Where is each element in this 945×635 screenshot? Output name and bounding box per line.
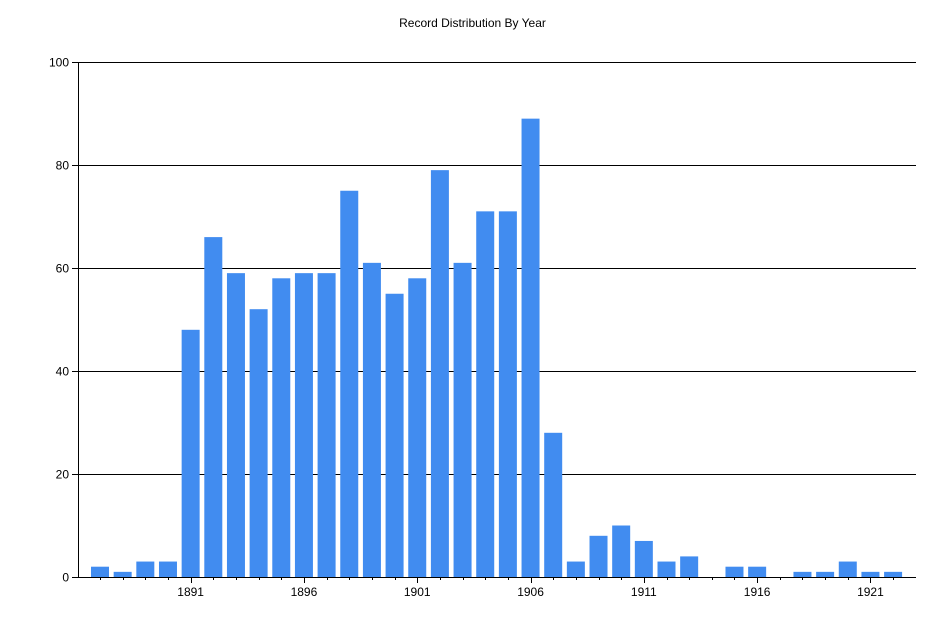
bars [91, 118, 903, 578]
bar-1892 [204, 237, 223, 577]
axes [78, 62, 916, 578]
x-tick-label-1916: 1916 [744, 585, 771, 599]
bar-1910 [612, 525, 631, 577]
bar-1893 [226, 273, 245, 577]
bar-1921 [861, 571, 880, 577]
bar-1897 [317, 273, 336, 577]
bar-1907 [544, 432, 563, 577]
bar-1902 [430, 170, 449, 577]
bar-1905 [498, 211, 517, 577]
gridlines [78, 62, 916, 475]
chart-title: Record Distribution By Year [399, 16, 546, 30]
bar-1896 [294, 273, 313, 577]
bar-1900 [385, 293, 404, 577]
bar-1904 [476, 211, 495, 577]
bar-1920 [838, 561, 857, 577]
y-tick-label-80: 80 [56, 159, 70, 173]
x-axis-ticks: 1891 1896 1901 1906 1911 1916 1921 [100, 577, 894, 599]
bar-1918 [793, 571, 812, 577]
bar-1912 [657, 561, 676, 577]
y-axis-ticks: 0 20 40 60 80 100 [49, 56, 78, 585]
x-tick-label-1891: 1891 [177, 585, 204, 599]
bar-1887 [91, 566, 109, 577]
bar-1901 [408, 278, 427, 577]
bar-1895 [272, 278, 291, 577]
x-tick-label-1896: 1896 [291, 585, 318, 599]
bar-1898 [340, 190, 359, 577]
bar-1911 [634, 540, 653, 577]
x-tick-label-1921: 1921 [857, 585, 884, 599]
bar-1894 [249, 309, 268, 577]
bar-1888 [113, 571, 132, 577]
bar-1889 [136, 561, 155, 577]
bar-1909 [589, 535, 608, 577]
bar-1913 [680, 556, 699, 577]
bar-1915 [725, 566, 744, 577]
bar-1903 [453, 262, 472, 577]
bar-1922 [884, 571, 903, 577]
bar-1908 [566, 561, 585, 577]
y-tick-label-40: 40 [56, 365, 70, 379]
bar-1916 [748, 566, 767, 577]
bar-1899 [362, 262, 381, 577]
x-tick-label-1901: 1901 [404, 585, 431, 599]
bar-1906 [521, 118, 540, 578]
bar-1919 [816, 571, 835, 577]
y-tick-label-100: 100 [49, 56, 69, 70]
y-tick-label-0: 0 [62, 571, 69, 585]
x-tick-label-1911: 1911 [631, 585, 657, 599]
bar-1890 [158, 561, 177, 577]
bar-1891 [181, 329, 200, 577]
y-tick-label-20: 20 [56, 468, 70, 482]
y-tick-label-60: 60 [56, 262, 70, 276]
x-tick-label-1906: 1906 [517, 585, 544, 599]
